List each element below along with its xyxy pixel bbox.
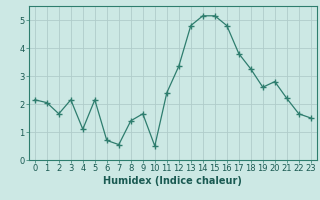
X-axis label: Humidex (Indice chaleur): Humidex (Indice chaleur): [103, 176, 242, 186]
